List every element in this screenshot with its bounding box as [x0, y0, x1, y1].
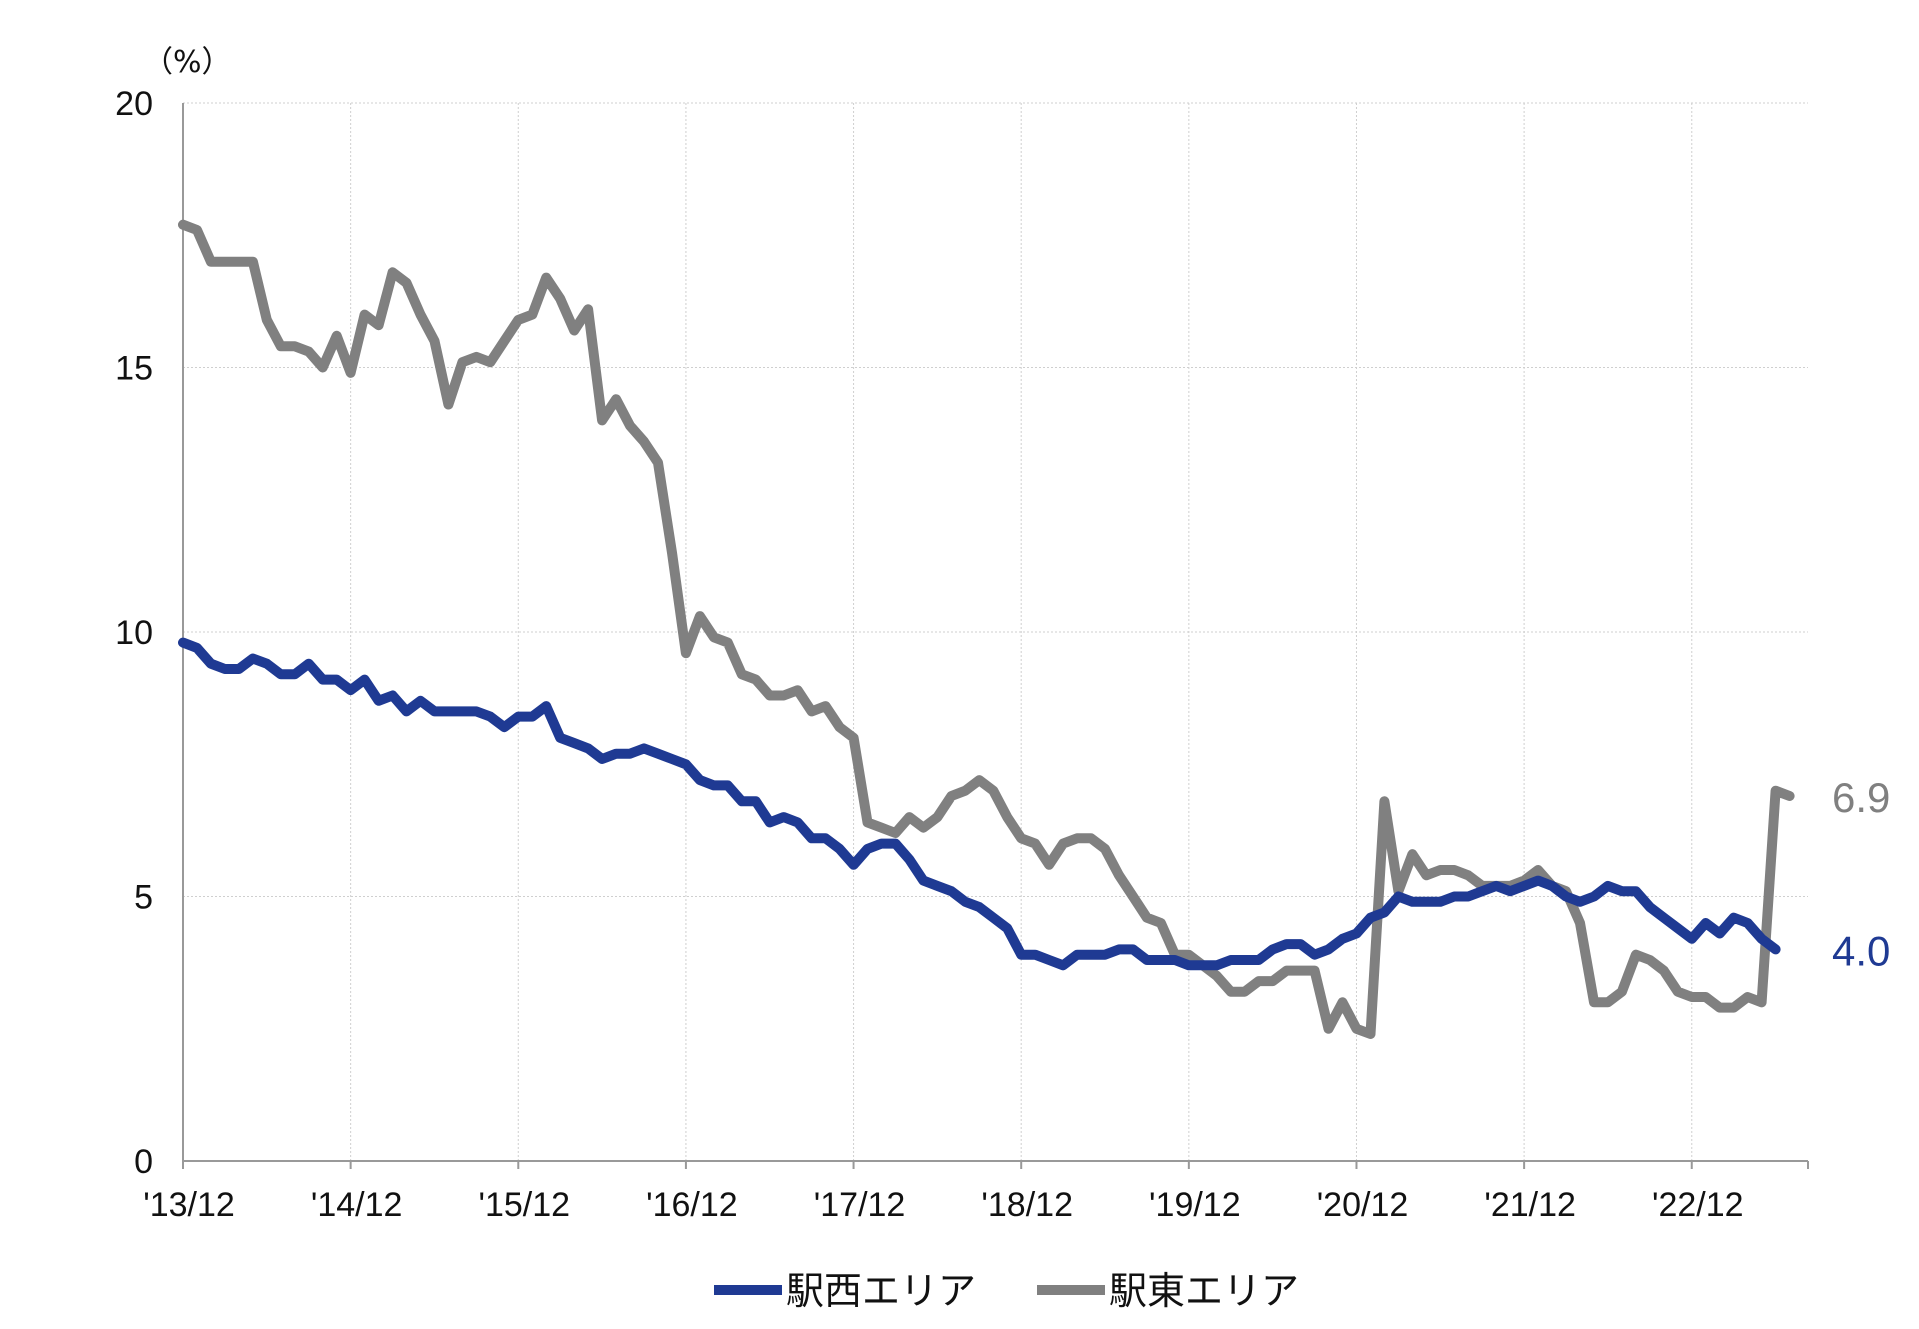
legend-label-west: 駅西エリア: [786, 1269, 976, 1313]
end-labels: 4.0 6.9: [1832, 774, 1890, 974]
y-tick-labels: 0 5 10 15 20: [115, 85, 153, 1181]
y-unit-label: （%）: [143, 45, 232, 80]
x-tick-labels: '13/12 '14/12 '15/12 '16/12 '17/12 '18/12 '19/…: [143, 1186, 1743, 1224]
end-label-east: 6.9: [1832, 774, 1890, 821]
y-tick-label: 20: [115, 85, 153, 123]
axes: [182, 103, 1808, 1162]
x-tick-label: '20/12: [1317, 1186, 1409, 1224]
y-tick-label: 15: [115, 350, 153, 388]
y-tick-label: 0: [134, 1143, 153, 1181]
x-tick-label: '17/12: [814, 1186, 906, 1224]
x-tick-label: '21/12: [1484, 1186, 1576, 1224]
x-tick-label: '14/12: [311, 1186, 403, 1224]
x-tick-label: '13/12: [143, 1186, 235, 1224]
series-lines: [178, 219, 1795, 1039]
grid-lines: [182, 102, 1809, 1169]
x-tick-label: '15/12: [478, 1186, 570, 1224]
x-tick-label: '22/12: [1652, 1186, 1744, 1224]
x-tick-label: '19/12: [1149, 1186, 1241, 1224]
end-label-west: 4.0: [1832, 927, 1890, 974]
y-tick-label: 10: [115, 614, 153, 652]
y-tick-label: 5: [134, 879, 153, 917]
series-line-west: [178, 637, 1781, 971]
x-tick-label: '18/12: [981, 1186, 1073, 1224]
legend: 駅西エリア 駅東エリア: [714, 1269, 1299, 1313]
legend-label-east: 駅東エリア: [1109, 1269, 1299, 1313]
x-tick-label: '16/12: [646, 1186, 738, 1224]
